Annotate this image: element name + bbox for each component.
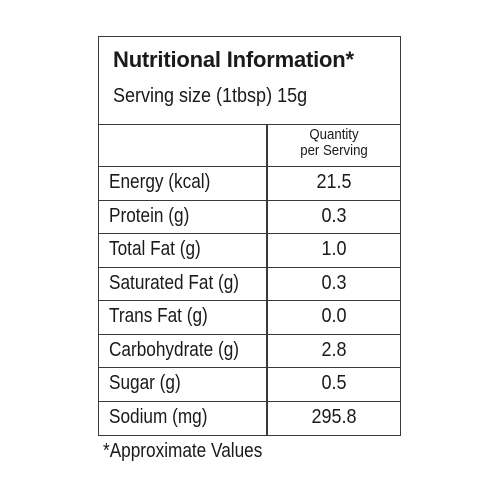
- nutrient-name: Sugar (g): [109, 372, 181, 394]
- table-row: Sugar (g) 0.5: [99, 368, 400, 402]
- nutrient-name: Trans Fat (g): [109, 305, 208, 327]
- serving-size: Serving size (1tbsp) 15g: [113, 85, 308, 107]
- nutrient-value: 295.8: [311, 405, 357, 428]
- nutrient-table: Energy (kcal) 21.5 Protein (g) 0.3 Total…: [99, 167, 400, 435]
- panel-header: Nutritional Information* Serving size (1…: [99, 37, 400, 125]
- table-row: Trans Fat (g) 0.0: [99, 301, 400, 335]
- column-header-row: Quantity per Serving: [99, 125, 400, 167]
- table-row: Total Fat (g) 1.0: [99, 234, 400, 268]
- nutrient-name: Total Fat (g): [109, 238, 201, 260]
- nutrient-value: 0.0: [321, 305, 347, 327]
- table-row: Saturated Fat (g) 0.3: [99, 268, 400, 301]
- table-row: Energy (kcal) 21.5: [99, 167, 400, 201]
- nutrient-value: 0.3: [321, 271, 347, 294]
- table-row: Protein (g) 0.3: [99, 201, 400, 234]
- table-row: Carbohydrate (g) 2.8: [99, 335, 400, 368]
- nutrient-name: Sodium (mg): [109, 405, 208, 428]
- nutrient-value: 0.5: [321, 372, 347, 394]
- nutrient-name: Energy (kcal): [109, 171, 211, 193]
- nutrient-value: 0.3: [321, 204, 347, 227]
- nutrient-name: Saturated Fat (g): [109, 271, 240, 294]
- panel-title: Nutritional Information*: [113, 47, 354, 72]
- nutrient-value: 21.5: [316, 171, 352, 193]
- column-divider: [266, 125, 268, 435]
- quantity-header-text: Quantity per Serving: [300, 126, 368, 159]
- footnote: *Approximate Values: [103, 440, 263, 462]
- nutrient-value: 1.0: [321, 238, 347, 260]
- nutrition-panel: Nutritional Information* Serving size (1…: [98, 36, 401, 436]
- nutrient-name: Protein (g): [109, 204, 190, 227]
- table-row: Sodium (mg) 295.8: [99, 402, 400, 436]
- quantity-column-header: Quantity per Serving: [276, 127, 392, 159]
- nutrient-value: 2.8: [321, 338, 347, 361]
- nutrient-name: Carbohydrate (g): [109, 338, 240, 361]
